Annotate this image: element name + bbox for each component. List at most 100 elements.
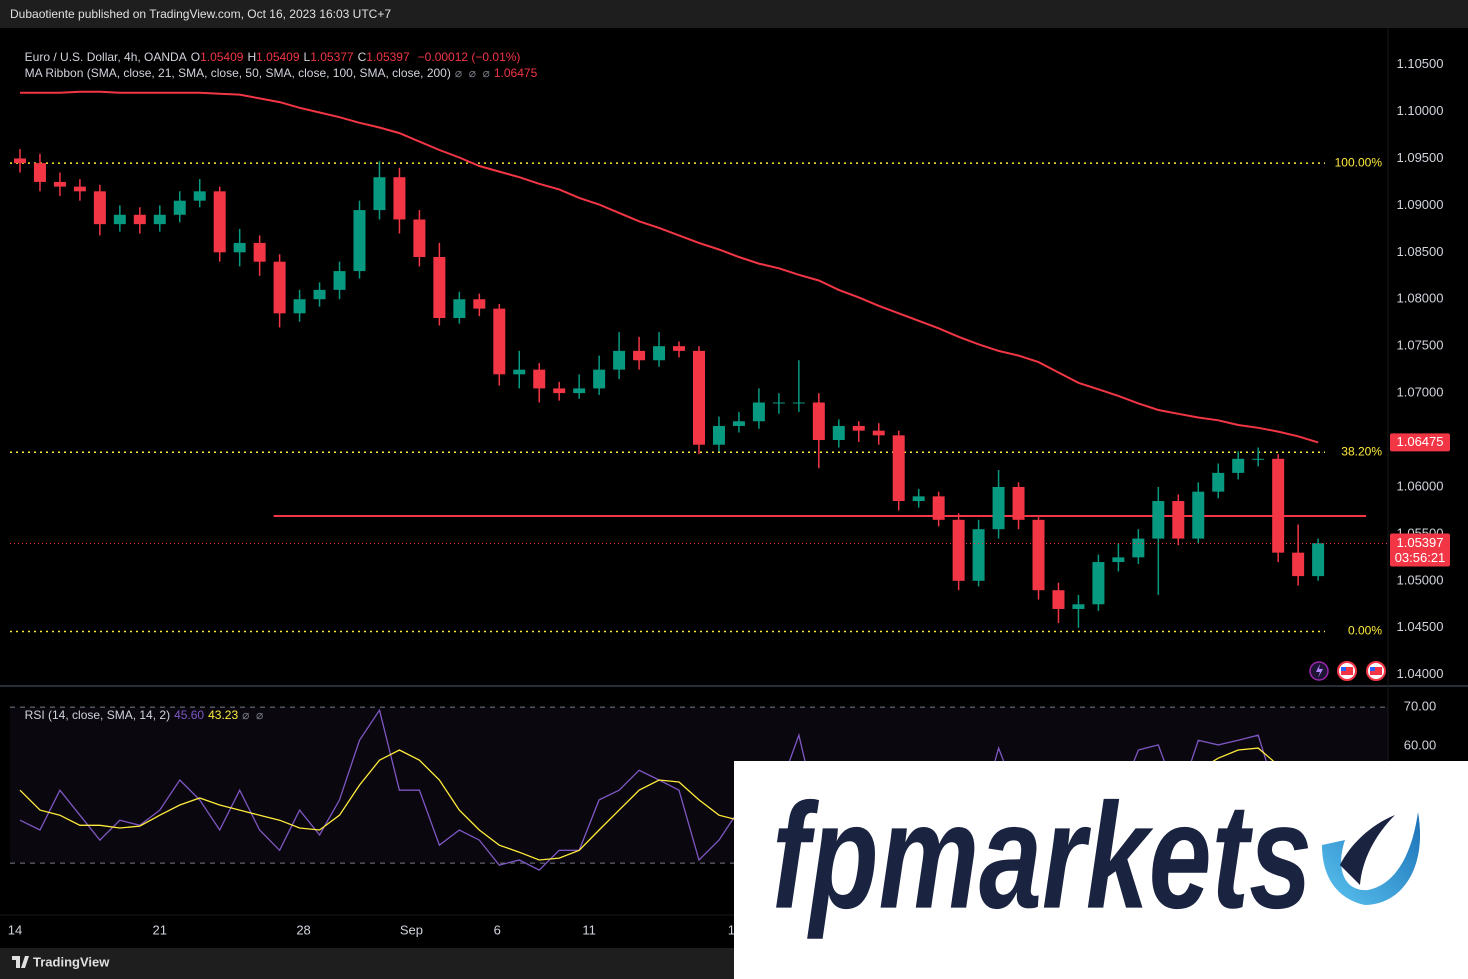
candle-body [553,388,566,394]
fib-label: 0.00% [1348,624,1382,638]
candle-body [473,299,486,309]
logo-panel: fpmarkets [734,761,1468,979]
candle-body [992,486,1005,530]
ohlc-value: 1.05377 [310,50,354,64]
price-legend: Euro / U.S. Dollar, 4h, OANDA O1.05409 H1.… [18,36,524,64]
y-tick-label: 1.09000 [1397,197,1444,212]
x-tick-label: 21 [153,922,167,937]
candle-body [752,402,765,422]
y-tick-label: 60.00 [1404,738,1437,753]
candle-body [533,369,546,389]
candle-body [213,191,226,253]
candle-body [1172,501,1185,539]
candle-body [1072,604,1085,609]
ohlc-value: 1.05409 [200,50,244,64]
ma-badge [1390,433,1450,452]
logo-mark [1340,815,1395,885]
ma-badge-label: 1.06475 [1397,434,1444,449]
y-tick-label: 1.08500 [1397,244,1444,259]
x-tick-label: 14 [8,922,22,937]
candle-body [453,299,466,319]
publisher: Dubaotiente published on TradingView.com… [10,7,391,21]
ohlc-key: L [303,50,311,64]
logo-text: fpmarkets [772,772,1312,940]
candle-body [153,214,166,225]
candle-body [193,191,206,201]
candle-body [73,186,86,192]
candle-body [333,271,346,290]
candle-body [1052,590,1065,609]
ma-value: 1.06475 [493,66,538,80]
icon-glyph [1370,667,1382,675]
price-badge-label: 1.05397 [1397,535,1444,550]
icon-glyph [1341,667,1353,675]
top-bar [0,0,1468,28]
candle-body [253,242,266,262]
y-tick-label: 1.09500 [1397,150,1444,165]
candle-body [1152,501,1165,539]
candle-body [613,350,626,370]
pane-icons [1309,661,1386,681]
candle-body [832,425,845,441]
rsi-extra: ⌀ ⌀ [242,708,264,722]
candle-body [792,402,805,404]
y-tick-label: 1.07500 [1397,338,1444,353]
candle-body [972,529,985,581]
icon-glyph [1370,667,1375,671]
candle-body [1032,519,1045,591]
x-tick-label: 28 [296,922,310,937]
candle-body [852,425,865,431]
symbol-title: Euro / U.S. Dollar, 4h, OANDA [24,50,187,64]
rsi-value: 45.60 [174,708,205,722]
candle-body [1292,552,1305,577]
y-tick-label: 70.00 [1404,699,1437,714]
candle-body [1232,458,1245,473]
y-tick-label: 1.07000 [1397,385,1444,400]
ohlc-key: O [190,50,201,64]
candle-body [173,200,186,215]
candle-body [273,261,286,314]
brand: TradingView [33,954,110,969]
fib-label: 38.20% [1341,444,1382,458]
candle-body [313,289,326,300]
candle-body [1092,562,1105,605]
candle-body [133,214,146,225]
candle-body [573,388,586,394]
change: −0.00012 (−0.01%) [417,50,521,64]
ohlc-value: 1.05409 [256,50,300,64]
ohlc-key: H [247,50,257,64]
series-line [20,90,1319,444]
candle-body [93,191,106,225]
x-tick-label: 6 [494,922,501,937]
candle-body [1272,458,1285,553]
candle-body [673,346,686,351]
candle-body [413,219,426,258]
ohlc-key: C [357,50,367,64]
candle-body [1252,458,1265,460]
candle-body [912,496,925,502]
candle-body [892,435,905,502]
logo-mark [1322,812,1421,905]
candle-body [33,163,46,182]
candle-body [952,519,965,581]
y-tick-label: 1.05000 [1397,572,1444,587]
candle-body [1312,543,1325,577]
candle-body [1212,472,1225,492]
candle-body [812,402,825,441]
candle-body [1132,538,1145,558]
countdown-label: 03:56:21 [1395,550,1446,565]
candle-body [712,425,725,445]
y-tick-label: 1.04500 [1397,619,1444,634]
candle-body [633,350,646,361]
candle-body [393,177,406,220]
candle-body [593,369,606,389]
y-tick-label: 1.10000 [1397,103,1444,118]
candle-body [113,214,126,225]
ma-legend: MA Ribbon (SMA, close, 21, SMA, close, 5… [18,52,541,80]
candle-body [293,299,306,314]
fib-label: 100.00% [1335,155,1383,169]
candle-body [1112,557,1125,563]
y-tick-label: 1.04000 [1397,666,1444,681]
